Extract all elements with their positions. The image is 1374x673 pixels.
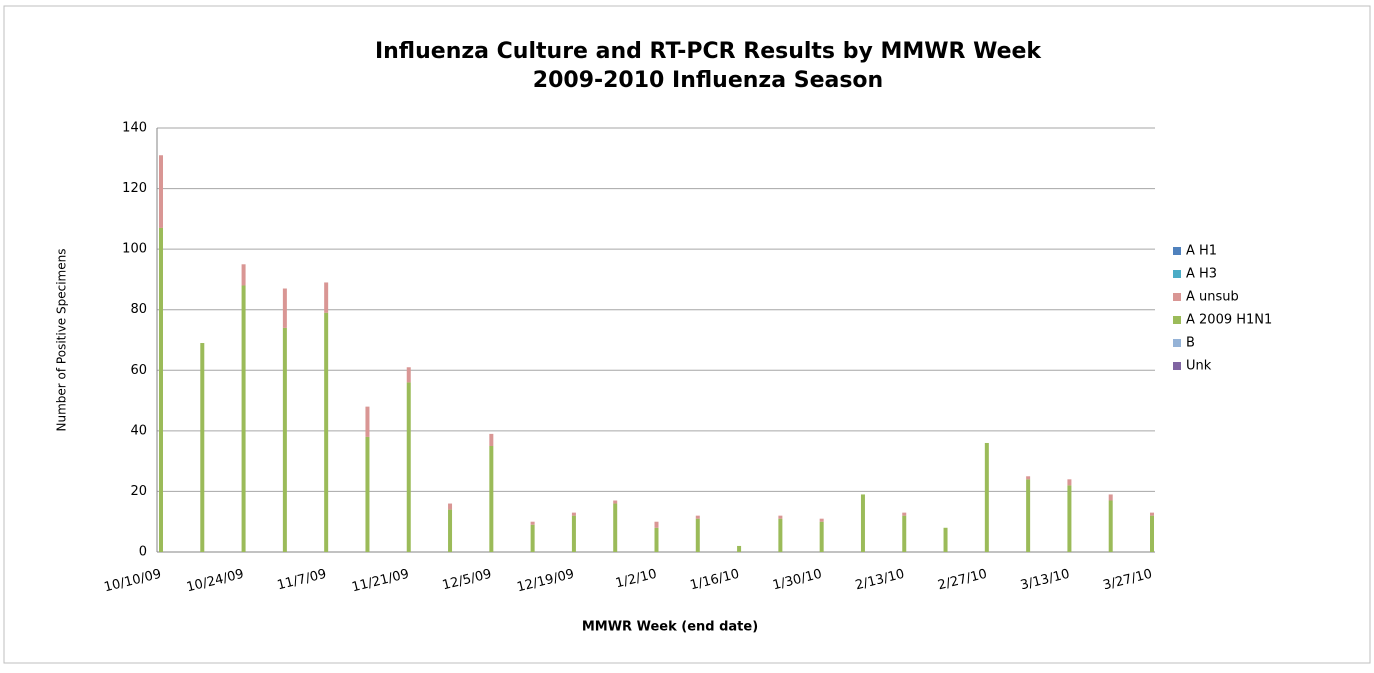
bar-segment: [489, 446, 494, 552]
bar-segment: [1150, 512, 1154, 516]
bar-segment: [282, 288, 287, 328]
y-tick-label: 80: [130, 302, 147, 317]
y-tick-label: 100: [122, 242, 147, 257]
bar-segment: [159, 155, 163, 228]
bar-segment: [448, 503, 453, 510]
bar-segment: [1067, 485, 1072, 552]
x-axis-title: MMWR Week (end date): [582, 620, 758, 635]
bar-segment: [1026, 476, 1031, 480]
legend-label: A H1: [1186, 244, 1217, 259]
legend-label: A H3: [1186, 267, 1217, 282]
bar-segment: [1108, 494, 1113, 501]
y-axis-title: Number of Positive Specimens: [55, 249, 69, 432]
frame: [3, 5, 1371, 664]
chart-subtitle: 2009-2010 Influenza Season: [533, 68, 883, 93]
bar-segment: [1026, 479, 1031, 552]
legend-swatch: [1173, 316, 1181, 324]
chart-title: Influenza Culture and RT-PCR Results by …: [375, 39, 1042, 64]
y-tick-label: 60: [130, 363, 147, 378]
bar-segment: [365, 406, 370, 437]
legend-swatch: [1173, 247, 1181, 255]
bar-segment: [902, 515, 907, 552]
legend-label: A 2009 H1N1: [1186, 313, 1272, 328]
bar-segment: [448, 509, 453, 552]
bar-segment: [984, 442, 989, 552]
y-tick-label: 20: [130, 484, 147, 499]
bar-segment: [282, 327, 287, 552]
bar-segment: [695, 518, 700, 552]
legend-label: B: [1186, 336, 1195, 351]
bar-segment: [778, 518, 783, 552]
bar-segment: [737, 545, 742, 552]
bar-segment: [819, 518, 824, 522]
bar-segment: [1108, 500, 1113, 552]
bar-segment: [613, 503, 618, 552]
legend-swatch: [1173, 293, 1181, 301]
bar-segment: [571, 512, 576, 516]
bar-segment: [654, 521, 659, 528]
legend-swatch: [1173, 270, 1181, 278]
bar-segment: [530, 524, 535, 552]
bar-segment: [159, 227, 163, 552]
legend-swatch: [1173, 339, 1181, 347]
bar-segment: [778, 515, 783, 519]
legend-label: Unk: [1186, 359, 1212, 374]
bar-segment: [324, 312, 329, 552]
bar-segment: [1067, 479, 1072, 486]
bar-segment: [200, 343, 205, 552]
bar-segment: [1150, 515, 1154, 552]
bar-segment: [241, 285, 246, 552]
bar-segment: [860, 494, 865, 552]
bar-segment: [241, 264, 246, 286]
legend-swatch: [1173, 362, 1181, 370]
bar-segment: [530, 521, 535, 525]
bar-segment: [324, 282, 329, 313]
bar-segment: [654, 527, 659, 552]
bar-segment: [489, 433, 494, 446]
y-tick-label: 120: [122, 181, 147, 196]
bar-segment: [571, 515, 576, 552]
bar-segment: [943, 527, 948, 552]
y-tick-label: 140: [122, 121, 147, 136]
y-tick-label: 40: [130, 423, 147, 438]
y-tick-label: 0: [139, 545, 147, 560]
bar-segment: [819, 521, 824, 552]
bar-segment: [406, 382, 411, 552]
bar-segment: [613, 500, 618, 504]
bar-segment: [695, 515, 700, 519]
bar-segment: [406, 367, 411, 383]
bar-segment: [902, 512, 907, 516]
bar-segment: [365, 436, 370, 552]
legend-label: A unsub: [1186, 290, 1239, 305]
